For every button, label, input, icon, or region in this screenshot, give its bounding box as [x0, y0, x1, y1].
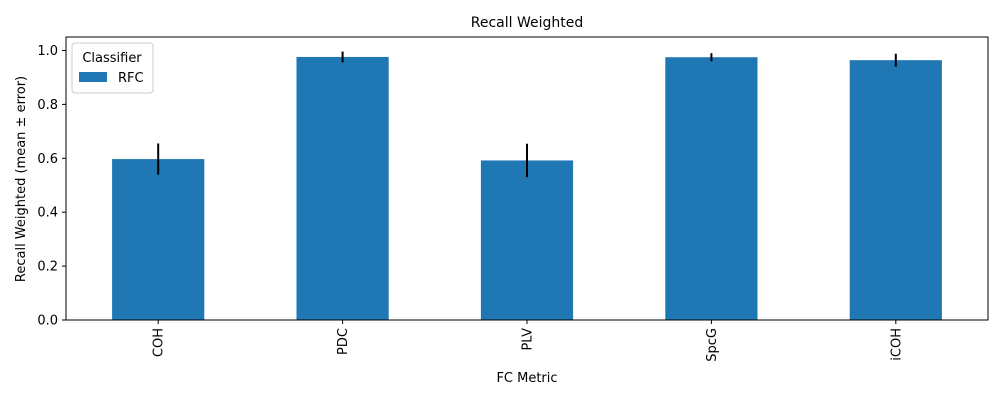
x-tick-label: COH	[152, 328, 167, 357]
bar-pdc	[296, 56, 389, 320]
y-tick-label: 0.0	[37, 314, 58, 329]
legend-title: Classifier	[82, 51, 142, 66]
bar-plv	[480, 160, 574, 320]
x-tick-label: PDC	[336, 328, 351, 355]
x-axis: COH PDC PLV SpcG iCOH	[152, 320, 904, 362]
error-bars-group	[157, 51, 897, 178]
legend-swatch-rfc	[79, 72, 107, 82]
bar-coh	[112, 159, 205, 320]
x-tick-label: SpcG	[705, 328, 720, 362]
y-axis-label: Recall Weighted (mean ± error)	[14, 76, 29, 282]
bar-icoh	[849, 60, 942, 320]
y-tick-label: 1.0	[37, 44, 58, 59]
chart-title: Recall Weighted	[471, 15, 584, 31]
y-axis: 0.0 0.2 0.4 0.6 0.8 1.0	[37, 44, 66, 329]
legend-label-rfc: RFC	[118, 71, 144, 86]
x-tick-label: PLV	[521, 328, 536, 351]
y-tick-label: 0.6	[37, 152, 58, 167]
plot-frame	[65, 36, 989, 321]
x-axis-label: FC Metric	[496, 371, 557, 386]
bars-group	[112, 56, 942, 320]
y-tick-label: 0.4	[37, 206, 58, 221]
y-tick-label: 0.8	[37, 98, 58, 113]
x-tick-label: iCOH	[889, 328, 904, 361]
y-tick-label: 0.2	[37, 260, 58, 275]
legend: Classifier RFC	[71, 42, 154, 94]
bar-spcg	[665, 57, 758, 320]
